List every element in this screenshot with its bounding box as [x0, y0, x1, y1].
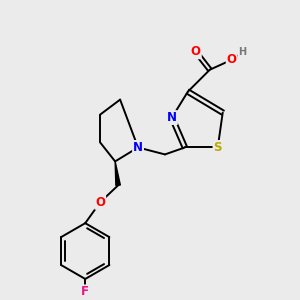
- Text: S: S: [214, 141, 222, 154]
- Text: N: N: [167, 111, 177, 124]
- Text: N: N: [133, 141, 143, 154]
- Text: O: O: [191, 45, 201, 58]
- Text: H: H: [238, 47, 247, 57]
- Polygon shape: [115, 161, 120, 186]
- Text: O: O: [95, 196, 105, 209]
- Text: F: F: [81, 285, 89, 298]
- Text: O: O: [227, 53, 237, 66]
